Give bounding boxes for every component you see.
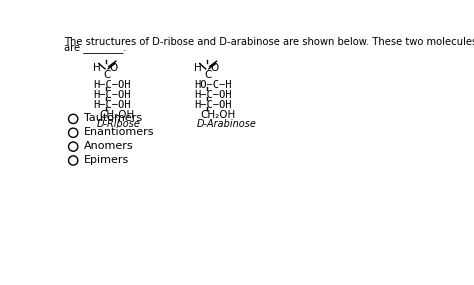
Circle shape bbox=[69, 128, 78, 137]
Text: H: H bbox=[194, 63, 202, 73]
Text: H: H bbox=[93, 63, 101, 73]
Text: CH₂OH: CH₂OH bbox=[201, 110, 236, 120]
Text: HO−C−H: HO−C−H bbox=[194, 80, 232, 89]
Text: are ________.: are ________. bbox=[64, 44, 127, 54]
Circle shape bbox=[69, 142, 78, 151]
Text: C: C bbox=[204, 70, 211, 80]
Text: C: C bbox=[103, 70, 111, 80]
Text: CH₂OH: CH₂OH bbox=[100, 110, 135, 120]
Circle shape bbox=[69, 114, 78, 123]
Text: D-Ribose: D-Ribose bbox=[96, 119, 140, 129]
Text: D-Arabinose: D-Arabinose bbox=[197, 119, 257, 129]
Text: Enantiomers: Enantiomers bbox=[84, 127, 155, 137]
Text: Anomers: Anomers bbox=[84, 141, 134, 151]
Text: Tautomers: Tautomers bbox=[84, 113, 142, 123]
Text: Epimers: Epimers bbox=[84, 155, 129, 165]
Text: H−C−OH: H−C−OH bbox=[93, 90, 131, 100]
Text: H−C−OH: H−C−OH bbox=[194, 90, 232, 100]
Text: The structures of D-ribose and D-arabinose are shown below. These two molecules: The structures of D-ribose and D-arabino… bbox=[64, 36, 474, 46]
Text: O: O bbox=[210, 63, 219, 73]
Text: O: O bbox=[109, 63, 118, 73]
Circle shape bbox=[69, 156, 78, 165]
Text: H−C−OH: H−C−OH bbox=[93, 80, 131, 89]
Text: H−C−OH: H−C−OH bbox=[93, 100, 131, 110]
Text: H−C−OH: H−C−OH bbox=[194, 100, 232, 110]
